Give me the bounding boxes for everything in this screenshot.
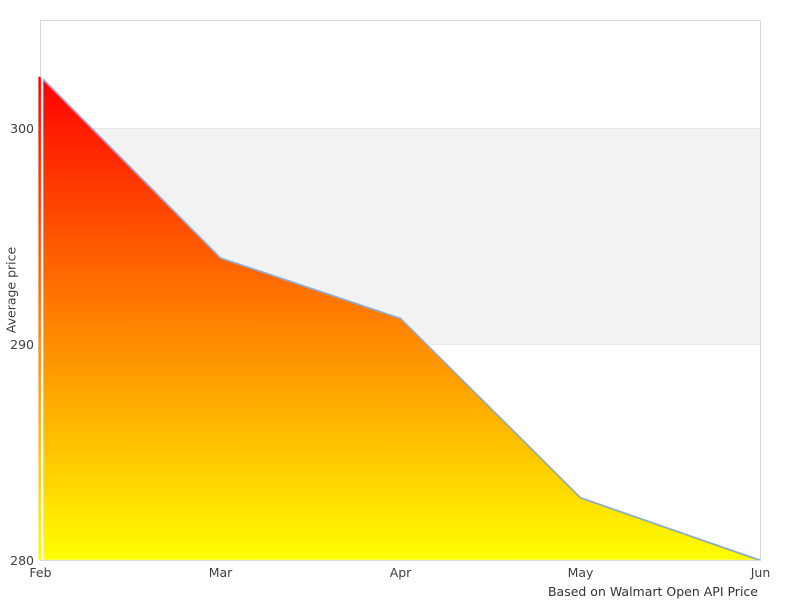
x-tick-label: Mar: [209, 565, 233, 580]
price-line: [39, 76, 761, 562]
chart-caption: Based on Walmart Open API Price: [547, 584, 758, 599]
y-axis-title: Average price: [3, 246, 19, 334]
area-left-sliver: [38, 76, 41, 560]
y-tick-label: 280: [10, 553, 34, 568]
y-tick-label: 290: [10, 337, 34, 352]
x-tick-label: Apr: [390, 565, 412, 580]
x-tick-label: Feb: [29, 565, 51, 580]
y-tick-label: 300: [10, 121, 34, 136]
x-tick-label: Jun: [750, 565, 771, 580]
x-tick-label: May: [568, 565, 594, 580]
